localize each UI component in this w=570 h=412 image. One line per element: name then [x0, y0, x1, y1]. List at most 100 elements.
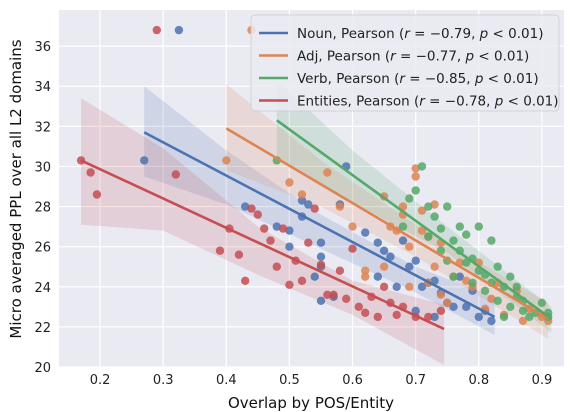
data-point-2: [424, 232, 433, 241]
data-point-2: [506, 302, 515, 311]
data-point-2: [443, 202, 452, 211]
data-point-2: [430, 212, 439, 221]
x-tick-label: 0.2: [90, 373, 111, 388]
data-point-2: [499, 312, 509, 322]
data-point-2: [487, 236, 496, 245]
data-point-2: [398, 222, 408, 231]
data-point-2: [417, 162, 427, 171]
y-tick-label: 20: [34, 361, 51, 376]
data-point-2: [525, 312, 534, 322]
data-point-1: [417, 226, 427, 235]
data-point-1: [430, 262, 439, 271]
data-point-0: [316, 238, 326, 247]
data-point-0: [310, 272, 319, 281]
data-point-0: [411, 306, 420, 315]
data-point-3: [92, 190, 102, 199]
data-point-3: [424, 312, 433, 322]
data-point-0: [392, 282, 401, 291]
data-point-0: [285, 226, 294, 235]
x-tick-label: 0.3: [153, 373, 174, 388]
data-point-1: [405, 282, 414, 291]
data-point-2: [455, 222, 464, 231]
data-point-0: [297, 196, 307, 205]
data-point-3: [335, 266, 345, 275]
data-point-1: [297, 190, 307, 199]
data-point-3: [278, 224, 288, 233]
data-point-3: [234, 250, 244, 259]
data-point-1: [462, 276, 471, 285]
y-tick-label: 34: [34, 80, 51, 95]
data-point-3: [253, 210, 262, 219]
x-tick-label: 0.7: [405, 373, 426, 388]
regression-lines: [80, 119, 553, 331]
data-point-1: [411, 164, 420, 173]
data-point-2: [537, 298, 547, 307]
legend-box: [250, 14, 560, 112]
data-point-1: [335, 202, 345, 211]
data-point-0: [386, 252, 395, 261]
y-tick-label: 24: [34, 281, 51, 296]
data-point-0: [140, 156, 149, 165]
data-point-2: [518, 306, 528, 315]
data-point-3: [171, 170, 180, 179]
data-point-2: [462, 230, 471, 239]
data-point-2: [411, 186, 420, 195]
data-point-3: [379, 282, 389, 291]
legend-label-3: Entities, Pearson (r = −0.78, p < 0.01): [297, 94, 559, 110]
data-point-3: [342, 294, 351, 303]
data-point-0: [174, 25, 184, 35]
data-point-3: [272, 262, 281, 271]
data-point-3: [260, 224, 269, 233]
x-axis-label: Overlap by POS/Entity: [228, 394, 394, 412]
data-point-1: [405, 242, 414, 251]
data-point-0: [405, 262, 414, 271]
regression-line-1: [225, 127, 549, 320]
data-point-0: [304, 200, 313, 209]
data-point-1: [443, 298, 452, 307]
data-point-0: [417, 282, 427, 291]
data-point-3: [297, 276, 307, 285]
data-point-2: [480, 286, 490, 295]
data-point-1: [348, 222, 357, 231]
x-tick-label: 0.6: [342, 373, 363, 388]
data-point-3: [215, 246, 225, 255]
y-tick-label: 32: [34, 120, 51, 135]
data-point-2: [493, 296, 502, 305]
data-point-1: [411, 172, 420, 181]
data-point-0: [373, 238, 382, 247]
data-point-2: [424, 202, 433, 211]
data-point-2: [512, 282, 521, 291]
data-point-1: [285, 178, 294, 187]
confidence-band-1: [226, 84, 549, 339]
data-point-1: [379, 262, 389, 271]
data-point-3: [316, 260, 326, 269]
data-point-1: [518, 316, 528, 326]
data-point-3: [285, 280, 294, 289]
data-point-1: [430, 200, 439, 209]
y-tick-label: 28: [34, 201, 51, 216]
regression-line-0: [143, 131, 496, 319]
data-point-0: [474, 312, 483, 322]
y-tick-label: 26: [34, 241, 51, 256]
y-tick-label: 22: [34, 321, 51, 336]
data-point-0: [398, 236, 408, 245]
data-point-2: [506, 272, 515, 281]
data-point-3: [304, 238, 313, 247]
data-point-3: [354, 302, 363, 311]
y-axis-label: Micro averaged PPL over all L2 domains: [7, 39, 25, 338]
data-point-3: [373, 312, 382, 322]
data-point-2: [462, 258, 471, 267]
data-point-2: [449, 236, 458, 245]
data-point-1: [417, 206, 427, 215]
legend-label-2: Verb, Pearson (r = −0.85, p < 0.01): [297, 71, 539, 87]
y-tick-labels: 20 22 24 26 28 30 32 34 36: [34, 40, 51, 376]
x-tick-labels: 0.2 0.3 0.4 0.5 0.6 0.7 0.8 0.9: [90, 373, 553, 388]
data-point-0: [272, 222, 281, 231]
x-tick-label: 0.9: [532, 373, 553, 388]
data-point-2: [405, 194, 414, 203]
data-point-2: [436, 224, 446, 233]
data-point-3: [86, 168, 95, 177]
data-point-2: [468, 278, 477, 287]
data-point-0: [455, 272, 464, 281]
